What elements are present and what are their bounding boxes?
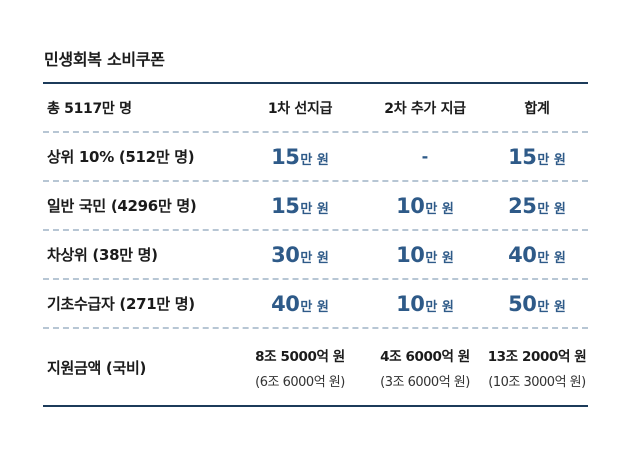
- budget-amount: 4조 6000억 원: [380, 348, 470, 365]
- total-cell: 40만 원: [487, 243, 587, 267]
- second-payment-total-cell: 4조 6000억 원 (3조 6000억 원): [363, 345, 487, 390]
- national-budget-amount: (6조 6000억 원): [255, 374, 345, 390]
- budget-amount: 13조 2000억 원: [487, 348, 587, 365]
- amount-unit: 만 원: [300, 152, 329, 168]
- row-label: 차상위 (38만 명): [47, 246, 158, 264]
- first-payment-cell: 40만 원: [237, 292, 363, 316]
- table-row: 상위 10% (512만 명) 15만 원 - 15만 원: [43, 133, 588, 180]
- summary-row: 지원금액 (국비) 8조 5000억 원 (6조 6000억 원) 4조 600…: [43, 329, 588, 405]
- table-header-row: 총 5117만 명 1차 선지급 2차 추가 지급 합계: [43, 84, 588, 131]
- amount-number: 25: [508, 193, 537, 218]
- amount-number: 15: [508, 144, 537, 169]
- amount-unit: 만 원: [300, 250, 329, 266]
- table-row: 기초수급자 (271만 명) 40만 원 10만 원 50만 원: [43, 280, 588, 327]
- amount-unit: 만 원: [425, 201, 454, 217]
- row-label: 상위 10% (512만 명): [47, 148, 195, 166]
- row-label: 일반 국민 (4296만 명): [47, 197, 197, 215]
- amount-unit: 만 원: [300, 201, 329, 217]
- header-second-payment: 2차 추가 지급: [384, 100, 466, 117]
- amount-unit: 만 원: [537, 201, 566, 217]
- amount-number: 15: [271, 193, 300, 218]
- amount-number: 50: [508, 291, 537, 316]
- amount-unit: 만 원: [537, 299, 566, 315]
- amount-number: 10: [396, 193, 425, 218]
- summary-label: 지원금액 (국비): [47, 358, 147, 377]
- row-divider: [43, 278, 588, 280]
- total-cell: 15만 원: [487, 145, 587, 169]
- national-budget-amount: (3조 6000억 원): [380, 374, 470, 390]
- second-payment-cell: 10만 원: [363, 194, 487, 218]
- row-divider: [43, 131, 588, 133]
- total-cell: 25만 원: [487, 194, 587, 218]
- amount-unit: 만 원: [425, 250, 454, 266]
- row-divider: [43, 327, 588, 329]
- second-payment-cell: 10만 원: [363, 292, 487, 316]
- amount-number: 40: [508, 242, 537, 267]
- total-cell: 50만 원: [487, 292, 587, 316]
- national-budget-amount: (10조 3000억 원): [488, 374, 586, 390]
- no-payment-dash: -: [421, 147, 429, 166]
- amount-unit: 만 원: [425, 299, 454, 315]
- row-label: 기초수급자 (271만 명): [47, 295, 195, 313]
- first-payment-total-cell: 8조 5000억 원 (6조 6000억 원): [237, 345, 363, 390]
- first-payment-cell: 15만 원: [237, 194, 363, 218]
- page-title: 민생회복 소비쿠폰: [44, 50, 165, 69]
- top-rule: [43, 82, 588, 84]
- amount-unit: 만 원: [537, 250, 566, 266]
- budget-amount: 8조 5000억 원: [255, 348, 345, 365]
- amount-number: 40: [271, 291, 300, 316]
- table-row: 일반 국민 (4296만 명) 15만 원 10만 원 25만 원: [43, 182, 588, 229]
- grand-total-cell: 13조 2000억 원 (10조 3000억 원): [487, 345, 587, 390]
- header-first-payment: 1차 선지급: [267, 100, 333, 117]
- amount-number: 15: [271, 144, 300, 169]
- row-divider: [43, 229, 588, 231]
- coupon-table: 총 5117만 명 1차 선지급 2차 추가 지급 합계 상위 10% (512…: [43, 82, 588, 407]
- amount-number: 30: [271, 242, 300, 267]
- header-total-population: 총 5117만 명: [47, 100, 132, 117]
- bottom-rule: [43, 405, 588, 407]
- first-payment-cell: 30만 원: [237, 243, 363, 267]
- second-payment-cell: -: [363, 147, 487, 166]
- row-divider: [43, 180, 588, 182]
- header-total: 합계: [524, 100, 550, 117]
- amount-number: 10: [396, 242, 425, 267]
- first-payment-cell: 15만 원: [237, 145, 363, 169]
- amount-unit: 만 원: [537, 152, 566, 168]
- amount-unit: 만 원: [300, 299, 329, 315]
- second-payment-cell: 10만 원: [363, 243, 487, 267]
- amount-number: 10: [396, 291, 425, 316]
- table-row: 차상위 (38만 명) 30만 원 10만 원 40만 원: [43, 231, 588, 278]
